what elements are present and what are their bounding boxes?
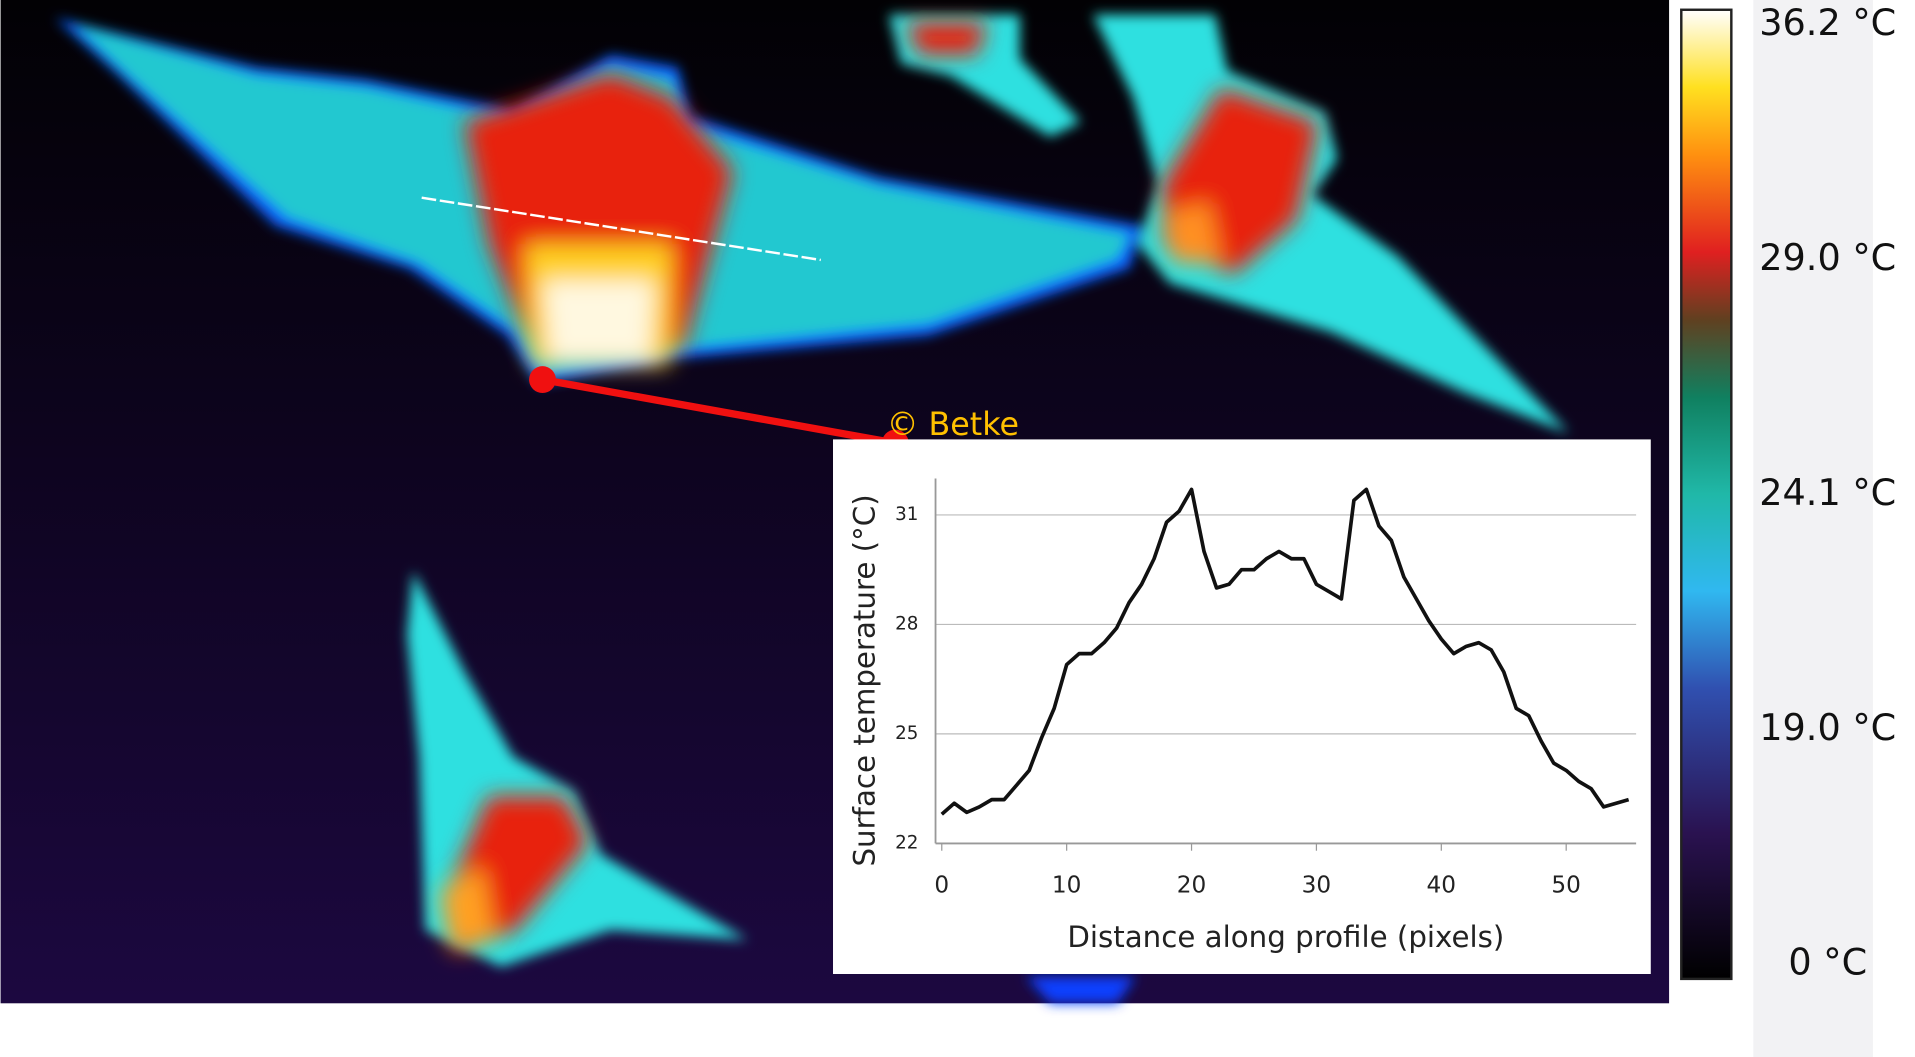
x-tick-label: 10	[1052, 872, 1082, 899]
y-tick-label: 22	[895, 832, 918, 853]
x-axis-title: Distance along profile (pixels)	[1067, 920, 1504, 954]
y-tick-label: 31	[895, 504, 918, 525]
x-tick-label: 50	[1551, 872, 1581, 899]
colorbar-label: 29.0 °C	[1759, 236, 1896, 279]
y-tick-label: 28	[895, 613, 918, 634]
inset-chart	[833, 439, 1651, 974]
colorbar	[1681, 10, 1731, 979]
x-tick-label: 0	[934, 872, 949, 899]
pointer-end	[529, 366, 556, 393]
figure: © Betke 22 25 28 31 0 10 20 30 40 50 Distance alon…	[0, 0, 1915, 1057]
x-tick-label: 30	[1302, 872, 1332, 899]
y-tick-label: 25	[895, 723, 918, 744]
y-axis-title: Surface temperature (°C)	[847, 494, 881, 866]
colorbar-label: 24.1 °C	[1759, 471, 1896, 514]
colorbar-panel	[1753, 0, 1873, 1057]
x-tick-label: 40	[1427, 872, 1457, 899]
colorbar-label: 19.0 °C	[1759, 706, 1896, 749]
colorbar-label: 36.2 °C	[1759, 1, 1896, 44]
x-tick-label: 20	[1177, 872, 1207, 899]
credit: © Betke	[887, 407, 1019, 443]
colorbar-label: 0 °C	[1788, 941, 1867, 984]
